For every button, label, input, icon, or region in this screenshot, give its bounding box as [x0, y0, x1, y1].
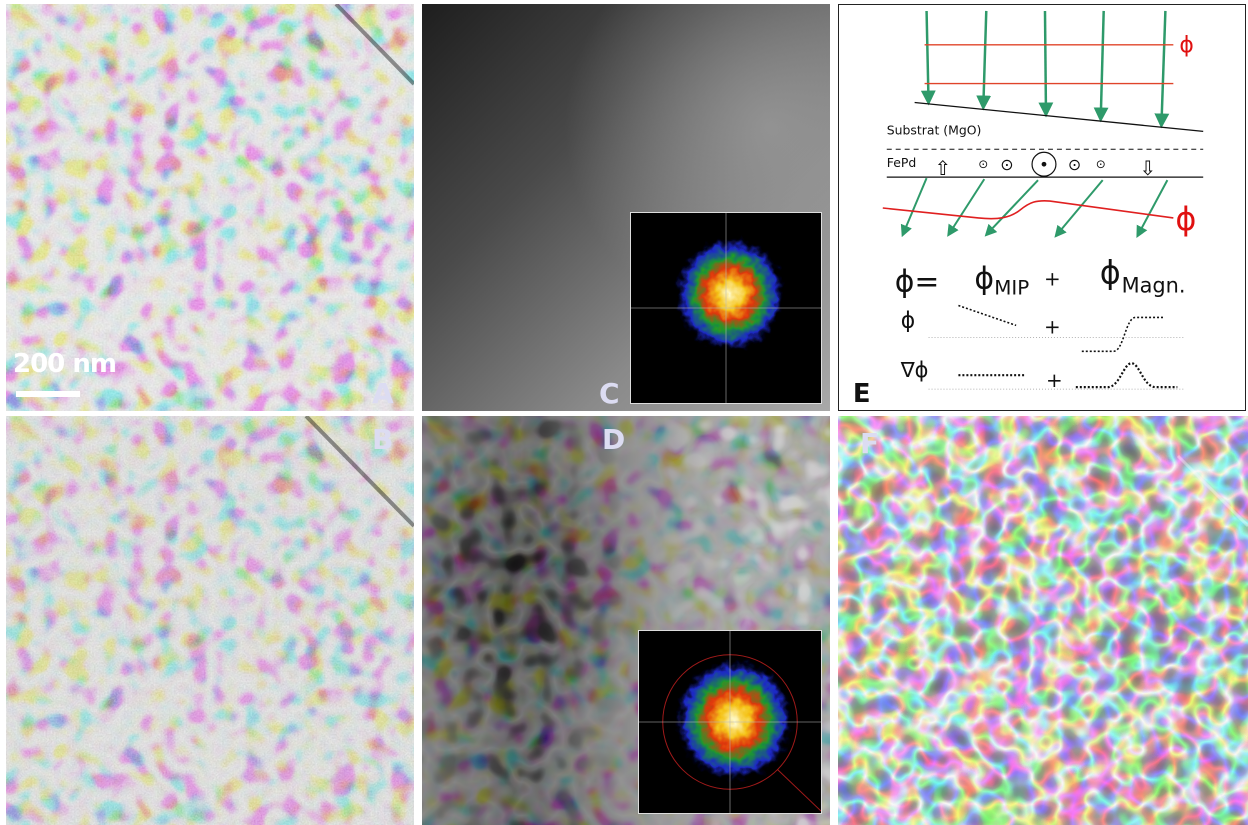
scale-bar-text: 200 nm — [13, 349, 117, 379]
magn-profile-step — [1081, 316, 1164, 353]
panel-d-label: D — [602, 423, 626, 456]
equation-lhs: ϕ= — [895, 265, 940, 300]
panel-d-fft-inset — [638, 630, 822, 814]
equation-mip-symbol: ϕ — [974, 262, 994, 297]
row1-symbol: ϕ — [901, 308, 915, 333]
fft-spectrum-filtered — [639, 631, 821, 813]
schematic-drawing: ϕ Substrat (MgO) FePd ⇧ ⊙ ⊙ ⊙ ⊙ ⇩ ϕ ϕ= ϕ… — [853, 10, 1204, 409]
row2-symbol: ∇ϕ — [900, 358, 929, 382]
substrate-label: Substrat (MgO) — [887, 122, 982, 137]
panel-a-lorentz-image: 200 nm A — [6, 4, 414, 411]
magnetization-dot: ⊙ — [1068, 155, 1081, 174]
equation-magn-symbol: ϕ — [1100, 254, 1121, 292]
equation-plus: + — [1044, 268, 1061, 291]
panel-a-domain-texture — [6, 4, 414, 411]
row1-plus: + — [1044, 315, 1061, 338]
panel-b-label: B — [372, 423, 394, 456]
exit-beam-arrows — [900, 177, 1169, 238]
fft-spectrum — [631, 213, 821, 403]
panel-c-fft-inset — [630, 212, 822, 404]
panel-e-label: E — [853, 379, 871, 409]
panel-f-label: F — [860, 427, 880, 460]
magnetization-dot: ⊙ — [978, 157, 988, 171]
magn-gradient-peak — [1075, 362, 1178, 389]
row2-plus: + — [1046, 369, 1063, 392]
equation-mip-subscript: MIP — [994, 277, 1029, 300]
fepd-label: FePd — [887, 155, 916, 170]
magnetization-dot: ⊙ — [1096, 157, 1106, 171]
scale-bar: 200 nm — [13, 349, 123, 401]
panel-e-schematic: ϕ Substrat (MgO) FePd ⇧ ⊙ ⊙ ⊙ ⊙ ⇩ ϕ ϕ= ϕ… — [838, 4, 1246, 411]
panel-c-label: C — [599, 377, 620, 410]
equation-magn-subscript: Magn. — [1122, 274, 1186, 298]
scale-bar-line — [16, 391, 80, 397]
panel-b-lorentz-image: B — [6, 416, 414, 825]
panel-d-gradient — [422, 416, 830, 825]
electron-beam-arrows — [920, 10, 1170, 129]
panel-a-label: A — [372, 377, 394, 410]
magnetization-dot-large — [1031, 151, 1057, 177]
magnetization-down-arrow: ⇩ — [1140, 157, 1157, 180]
panel-f-domain-texture — [838, 416, 1248, 825]
exit-phase-curve — [882, 200, 1174, 220]
panel-d-phase-image: D — [422, 416, 830, 825]
phase-symbol-bottom: ϕ — [1175, 200, 1196, 238]
magnetization-dot-large-center — [1041, 161, 1047, 167]
substrate-surface — [914, 101, 1204, 133]
phase-symbol-top: ϕ — [1179, 33, 1193, 58]
magnetization-dot: ⊙ — [1000, 155, 1013, 174]
panel-f-gradient-image: F — [838, 416, 1248, 825]
mip-profile-ramp — [958, 304, 1017, 327]
panel-c-phase-image: C — [422, 4, 830, 411]
magnetization-up-arrow: ⇧ — [935, 157, 952, 180]
panel-b-domain-texture — [6, 416, 414, 825]
